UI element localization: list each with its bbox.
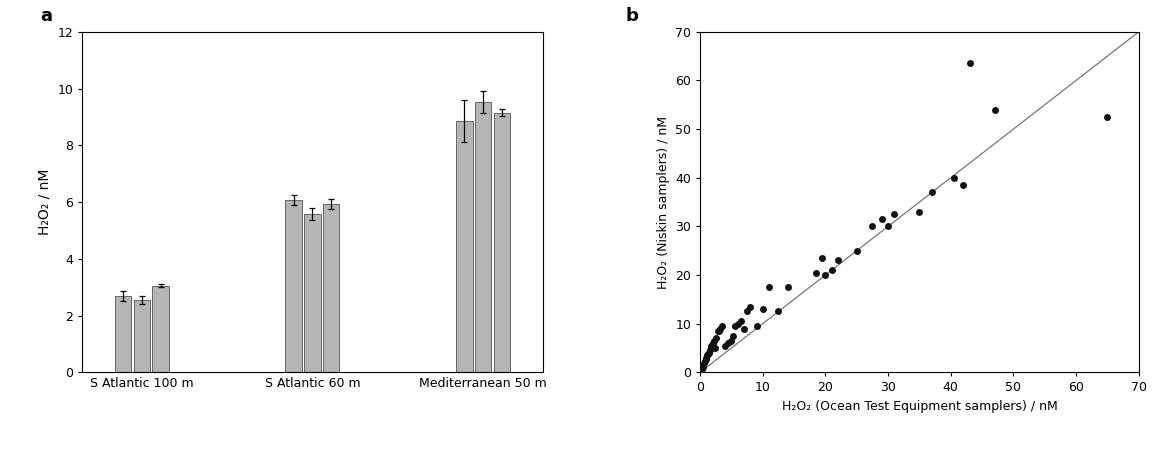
X-axis label: H₂O₂ (Ocean Test Equipment samplers) / nM: H₂O₂ (Ocean Test Equipment samplers) / n… (782, 400, 1058, 413)
Point (816, 271, 835, 279)
Point (693, 364, 711, 371)
Point (724, 332, 743, 340)
Bar (285, 200, 302, 372)
Point (718, 340, 737, 347)
Y-axis label: H₂O₂ / nM: H₂O₂ / nM (38, 169, 52, 235)
Point (769, 308, 788, 315)
Point (710, 325, 729, 332)
Point (731, 318, 750, 325)
Point (954, 181, 973, 189)
Point (985, 106, 1004, 113)
Bar (323, 204, 339, 372)
Point (760, 283, 778, 291)
Bar (474, 102, 491, 372)
Point (695, 359, 714, 366)
Bar (304, 214, 321, 372)
Point (708, 327, 727, 335)
Point (696, 357, 715, 365)
Point (923, 189, 942, 196)
Point (693, 366, 711, 373)
Point (703, 340, 722, 347)
Point (722, 337, 741, 344)
Point (829, 257, 848, 264)
Point (694, 361, 713, 369)
Point (701, 344, 720, 351)
Point (822, 266, 841, 274)
Point (735, 325, 754, 332)
Point (713, 322, 731, 330)
Text: a: a (41, 7, 53, 25)
Point (945, 174, 964, 181)
Point (716, 342, 735, 349)
Bar (134, 300, 150, 372)
Point (741, 303, 760, 310)
Point (726, 322, 744, 330)
Point (747, 322, 765, 330)
Point (960, 60, 979, 67)
Point (700, 349, 718, 356)
Point (863, 223, 882, 230)
Point (885, 211, 904, 218)
Point (702, 342, 721, 349)
Point (696, 355, 715, 362)
Bar (493, 113, 510, 372)
Point (778, 283, 797, 291)
Point (737, 308, 756, 315)
Point (807, 269, 825, 276)
Point (709, 327, 728, 335)
Point (872, 215, 891, 222)
Y-axis label: H₂O₂ (Niskin samplers) / nM: H₂O₂ (Niskin samplers) / nM (656, 115, 669, 289)
Point (699, 350, 717, 357)
Point (1098, 113, 1116, 120)
Text: b: b (626, 7, 639, 25)
Point (706, 344, 724, 351)
Point (812, 254, 831, 262)
Point (878, 223, 897, 230)
Bar (115, 296, 131, 372)
Point (910, 208, 929, 215)
Point (848, 247, 866, 254)
Bar (153, 286, 169, 372)
Point (707, 335, 726, 342)
Bar (456, 121, 473, 372)
Point (704, 337, 723, 344)
Point (700, 347, 718, 354)
Point (697, 351, 716, 359)
Point (691, 367, 710, 375)
Point (754, 306, 772, 313)
Point (728, 320, 747, 327)
Point (697, 354, 716, 361)
